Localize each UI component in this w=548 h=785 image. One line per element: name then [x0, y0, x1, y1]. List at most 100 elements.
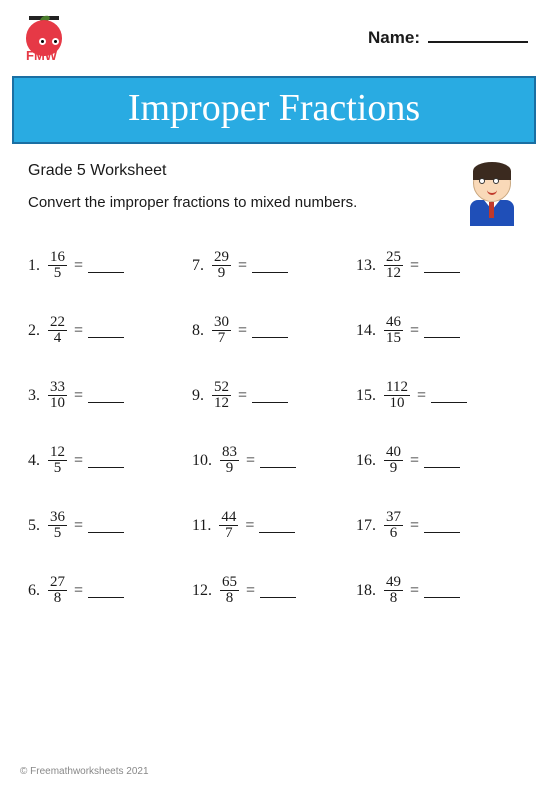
equals-sign: =: [238, 387, 247, 405]
numerator: 12: [48, 445, 67, 461]
problem-number: 1.: [28, 257, 40, 275]
fraction: 376: [384, 510, 403, 541]
problem-item: 1.165=: [28, 250, 192, 281]
answer-blank[interactable]: [88, 324, 124, 338]
answer-blank[interactable]: [424, 584, 460, 598]
problem-number: 10.: [192, 452, 212, 470]
problem-number: 16.: [356, 452, 376, 470]
denominator: 7: [216, 331, 228, 346]
answer-blank[interactable]: [88, 259, 124, 273]
answer-blank[interactable]: [252, 259, 288, 273]
problem-number: 7.: [192, 257, 204, 275]
problem-number: 14.: [356, 322, 376, 340]
denominator: 5: [52, 461, 64, 476]
problem-item: 10.839=: [192, 445, 356, 476]
equals-sign: =: [238, 322, 247, 340]
fraction: 299: [212, 250, 231, 281]
problem-number: 12.: [192, 582, 212, 600]
fraction: 839: [220, 445, 239, 476]
problem-number: 3.: [28, 387, 40, 405]
numerator: 40: [384, 445, 403, 461]
answer-blank[interactable]: [88, 389, 124, 403]
denominator: 15: [384, 331, 403, 346]
denominator: 8: [388, 591, 400, 606]
problem-item: 18.498=: [356, 575, 520, 606]
denominator: 12: [384, 266, 403, 281]
problem-item: 4.125=: [28, 445, 192, 476]
numerator: 44: [219, 510, 238, 526]
equals-sign: =: [74, 322, 83, 340]
equals-sign: =: [410, 257, 419, 275]
header: FMW Name:: [0, 0, 548, 66]
equals-sign: =: [410, 452, 419, 470]
denominator: 8: [224, 591, 236, 606]
problem-item: 7. 299 =: [192, 250, 356, 281]
problem-item: 11.447=: [192, 510, 356, 541]
equals-sign: =: [74, 582, 83, 600]
answer-blank[interactable]: [431, 389, 467, 403]
problem-number: 13.: [356, 257, 376, 275]
numerator: 65: [220, 575, 239, 591]
problem-number: 5.: [28, 517, 40, 535]
fraction: 409: [384, 445, 403, 476]
fraction: 4615: [384, 315, 403, 346]
fraction: 5212: [212, 380, 231, 411]
equals-sign: =: [238, 257, 247, 275]
fraction: 165: [48, 250, 67, 281]
problem-number: 6.: [28, 582, 40, 600]
fraction: 365: [48, 510, 67, 541]
answer-blank[interactable]: [260, 584, 296, 598]
answer-blank[interactable]: [424, 454, 460, 468]
answer-blank[interactable]: [424, 259, 460, 273]
answer-blank[interactable]: [252, 389, 288, 403]
problem-number: 17.: [356, 517, 376, 535]
answer-blank[interactable]: [88, 454, 124, 468]
denominator: 10: [48, 396, 67, 411]
fraction: 307: [212, 315, 231, 346]
denominator: 9: [388, 461, 400, 476]
numerator: 27: [48, 575, 67, 591]
fmw-logo: FMW: [20, 12, 68, 60]
answer-blank[interactable]: [259, 519, 295, 533]
answer-blank[interactable]: [424, 519, 460, 533]
answer-blank[interactable]: [252, 324, 288, 338]
problem-number: 11.: [192, 517, 211, 535]
answer-blank[interactable]: [88, 519, 124, 533]
problem-number: 8.: [192, 322, 204, 340]
answer-blank[interactable]: [88, 584, 124, 598]
logo-text: FMW: [26, 48, 57, 63]
equals-sign: =: [417, 387, 426, 405]
answer-blank[interactable]: [260, 454, 296, 468]
equals-sign: =: [410, 582, 419, 600]
problem-item: 17. 376 =: [356, 510, 520, 541]
footer-text: © Freemathworksheets 2021: [20, 766, 149, 777]
equals-sign: =: [410, 322, 419, 340]
name-input-line[interactable]: [428, 25, 528, 43]
equals-sign: =: [246, 582, 255, 600]
numerator: 22: [48, 315, 67, 331]
answer-blank[interactable]: [424, 324, 460, 338]
problem-number: 9.: [192, 387, 204, 405]
equals-sign: =: [410, 517, 419, 535]
numerator: 25: [384, 250, 403, 266]
numerator: 37: [384, 510, 403, 526]
numerator: 46: [384, 315, 403, 331]
problem-item: 9. 5212 =: [192, 380, 356, 411]
problem-item: 5.365=: [28, 510, 192, 541]
numerator: 16: [48, 250, 67, 266]
name-field: Name:: [368, 25, 528, 48]
denominator: 5: [52, 266, 64, 281]
fraction: 278: [48, 575, 67, 606]
numerator: 52: [212, 380, 231, 396]
page-title: Improper Fractions: [14, 86, 534, 130]
problem-number: 4.: [28, 452, 40, 470]
problem-item: 16. 409 =: [356, 445, 520, 476]
instruction-text: Convert the improper fractions to mixed …: [28, 194, 452, 211]
meta-row: Grade 5 Worksheet Convert the improper f…: [0, 144, 548, 226]
problem-item: 8. 307 =: [192, 315, 356, 346]
problem-item: 13. 2512 =: [356, 250, 520, 281]
equals-sign: =: [74, 387, 83, 405]
numerator: 49: [384, 575, 403, 591]
denominator: 10: [387, 396, 406, 411]
problem-item: 6. 278 =: [28, 575, 192, 606]
